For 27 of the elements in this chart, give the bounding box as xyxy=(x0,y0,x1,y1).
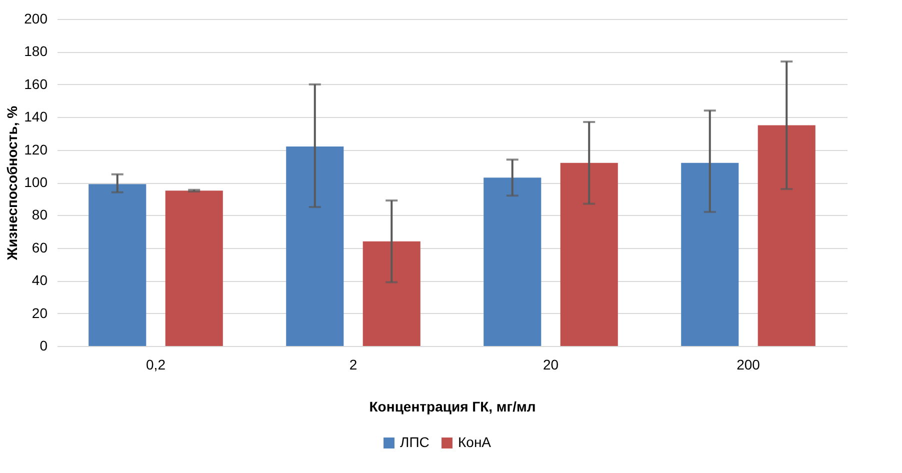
y-tick-label: 160 xyxy=(24,76,48,92)
y-tick-label: 40 xyxy=(32,272,48,288)
bar xyxy=(165,190,223,346)
y-tick-label: 100 xyxy=(24,174,48,190)
y-tick-label: 0 xyxy=(40,338,48,354)
bar xyxy=(88,184,146,346)
y-tick-label: 200 xyxy=(24,10,48,26)
y-tick-label: 140 xyxy=(24,108,48,125)
bar xyxy=(758,125,816,346)
bar xyxy=(286,146,344,346)
bar xyxy=(362,241,420,346)
bar xyxy=(484,178,542,346)
y-tick-label: 20 xyxy=(32,304,48,321)
legend-label: ЛПС xyxy=(400,434,430,450)
y-tick-label: 180 xyxy=(24,43,48,60)
bar xyxy=(681,162,739,346)
y-tick-label: 60 xyxy=(32,239,48,256)
y-tick-label: 80 xyxy=(32,206,48,223)
x-tick-label: 200 xyxy=(736,356,760,372)
x-tick-label: 2 xyxy=(349,356,358,372)
legend-label: КонА xyxy=(458,434,492,450)
x-axis-title: Концентрация ГК, мг/мл xyxy=(369,398,536,414)
y-tick-label: 120 xyxy=(24,141,48,158)
bar xyxy=(560,162,618,346)
x-tick-label: 20 xyxy=(542,356,559,372)
y-axis-title: Жизнеспособность, % xyxy=(4,105,20,262)
x-tick-label: 0,2 xyxy=(146,356,166,372)
